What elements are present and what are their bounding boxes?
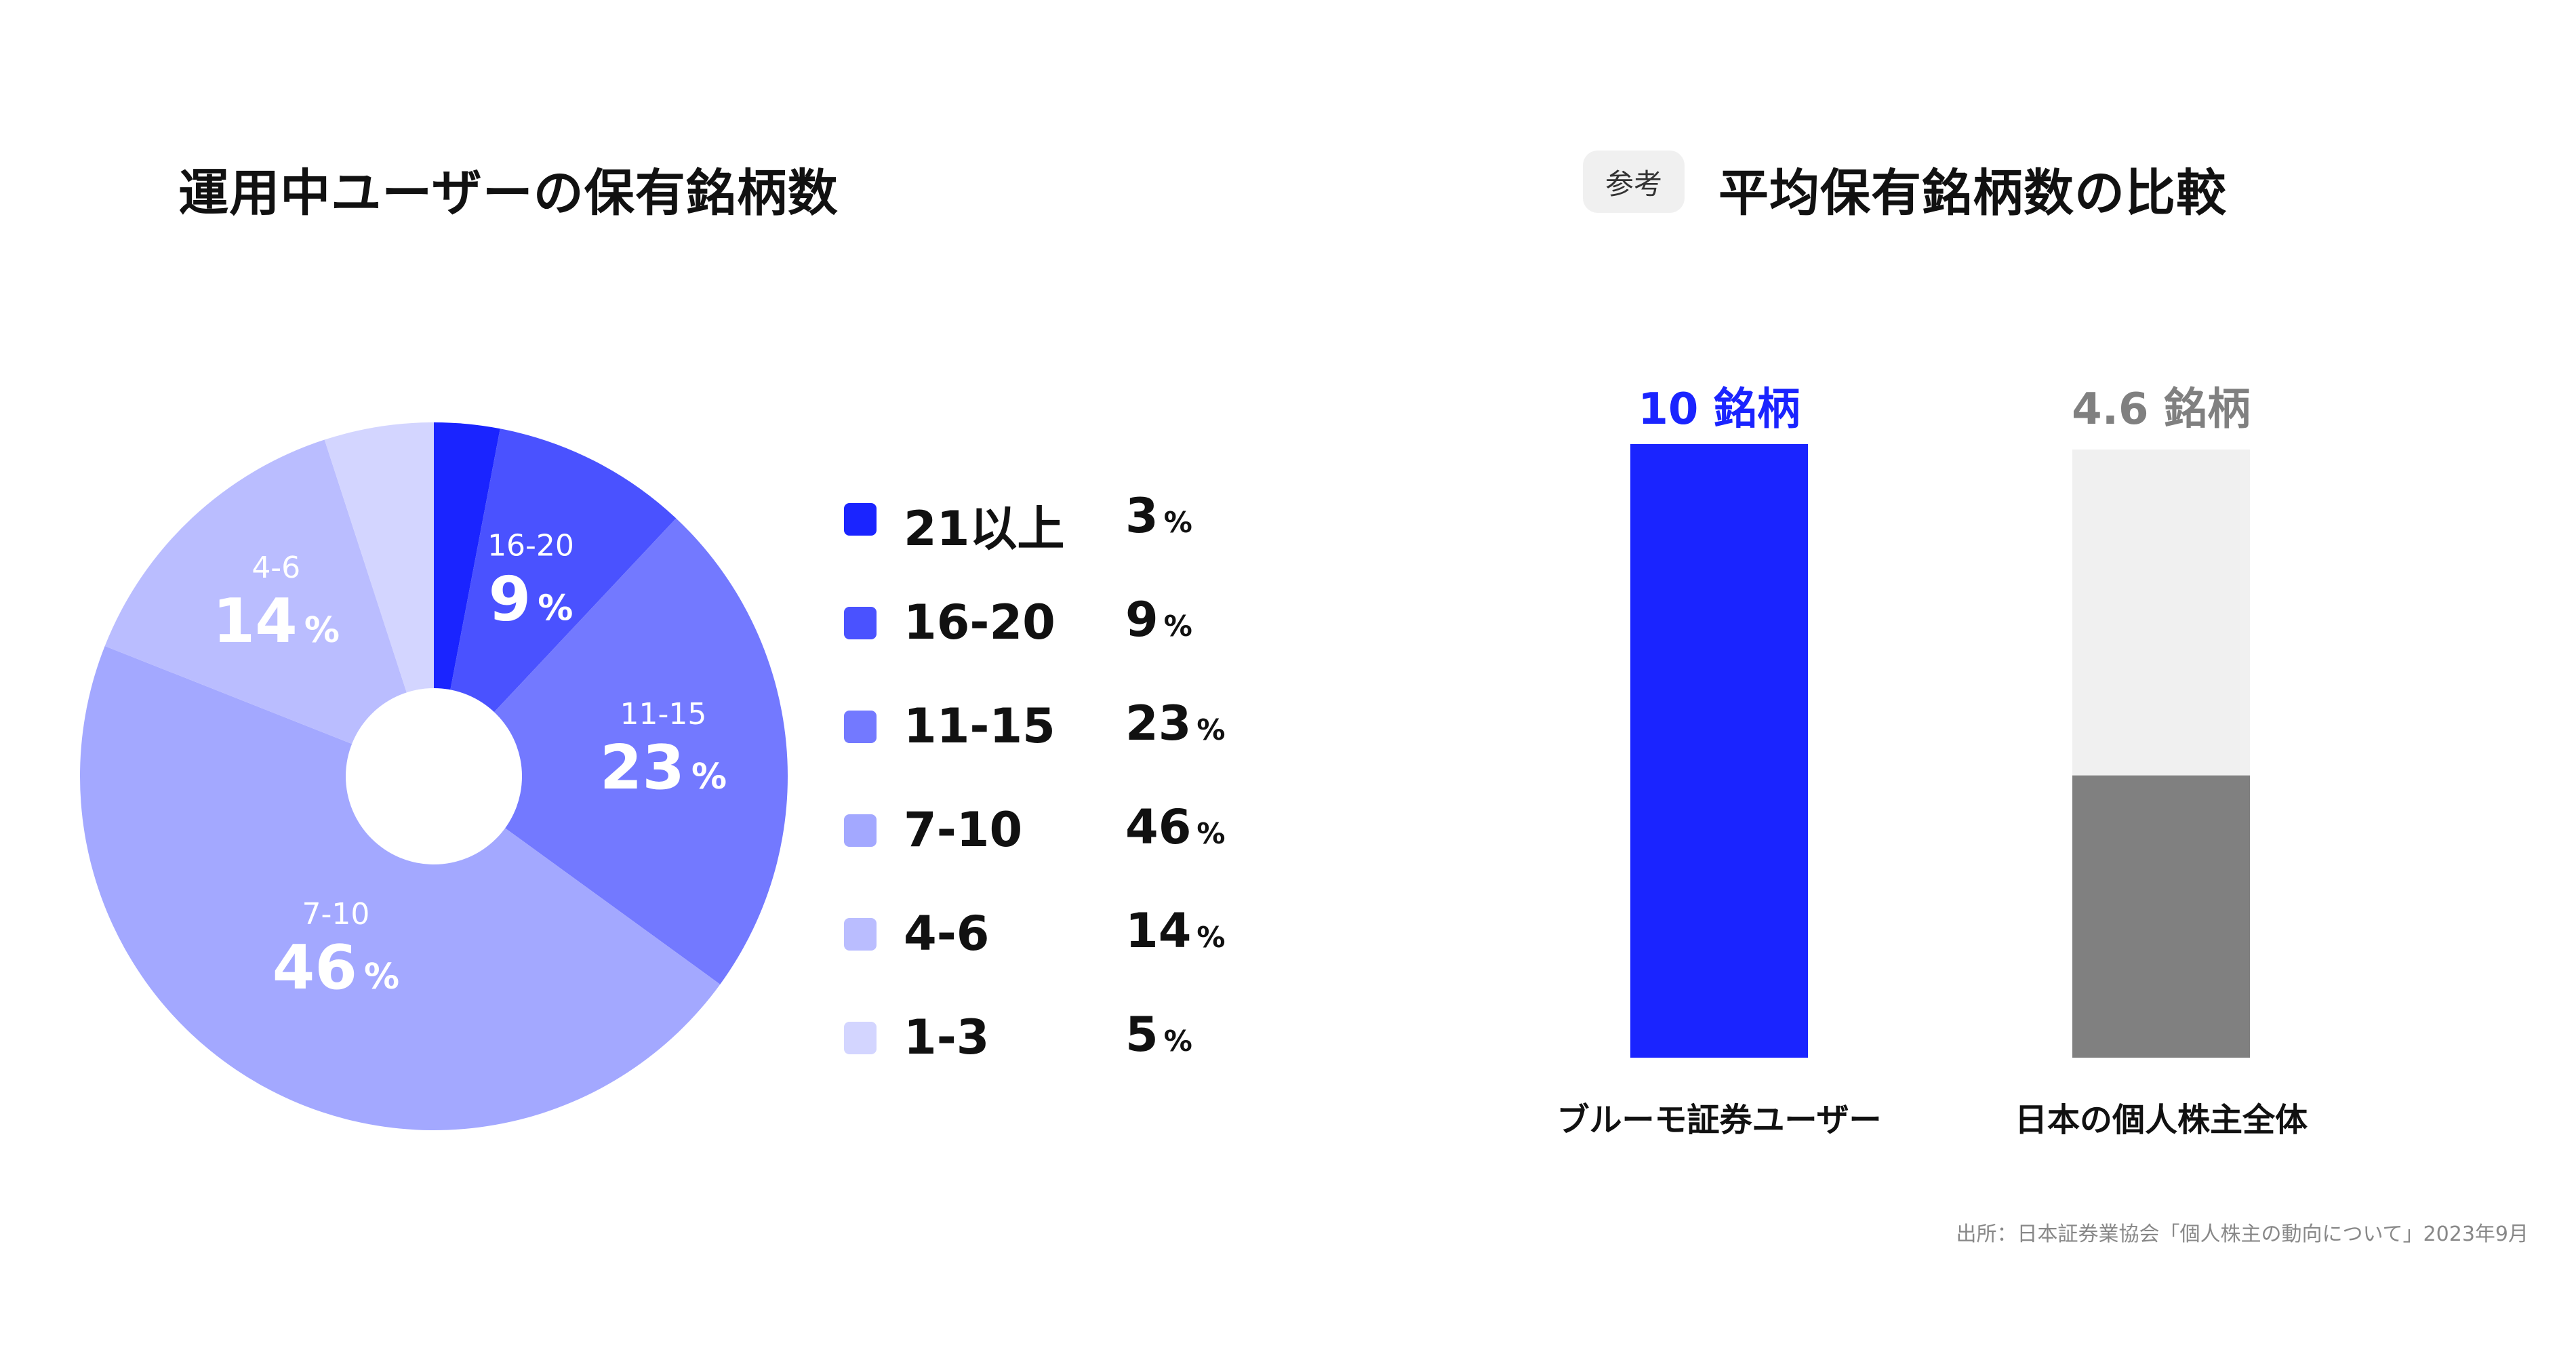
pie-slice-7-10 [80,645,721,1130]
pie-slice-category-label: 11-15 [620,697,707,732]
legend-item: 4-6 14% [844,898,1305,965]
legend-swatch [844,503,877,536]
bar-chart-title: 平均保有銘柄数の比較 [1718,164,2227,222]
legend-value: 14% [1125,903,1226,959]
pie-slice-value-label: 9% [489,563,573,635]
legend-label: 4-6 [904,906,990,961]
bar-ブルーモ証券ユーザー [1630,444,1808,1058]
bar-日本の個人株主全体 [2072,775,2250,1058]
pie-slice-16-20 [434,428,677,776]
legend-label: 16-20 [904,595,1055,650]
bar-category-label: 日本の個人株主全体 [2014,1101,2308,1139]
legend-label: 1-3 [904,1010,990,1065]
legend-swatch [844,1022,877,1054]
pie-slice-category-label: 16-20 [487,528,574,563]
bar-value-label: 4.6 銘柄 [2072,384,2251,435]
legend-value: 46% [1125,799,1226,855]
pie-slice-4-6 [104,439,434,776]
legend-label: 21以上 [904,501,1065,557]
legend-item: 21以上 3% [844,483,1305,557]
pie-slice-1-3 [324,422,434,776]
legend-value: 23% [1125,696,1226,751]
legend-item: 11-15 23% [844,690,1305,758]
legend-swatch [844,607,877,639]
legend-value: 3% [1125,488,1192,544]
reference-badge: 参考 [1583,151,1685,213]
legend-swatch [844,814,877,847]
legend-value: 5% [1125,1007,1192,1062]
legend-label: 7-10 [904,802,1023,858]
donut-hole [346,688,522,864]
pie-slice-category-label: 7-10 [302,897,370,932]
bar-value-label: 10 銘柄 [1638,384,1800,435]
pie-slice-21以上 [434,422,500,776]
bar-category-label: ブルーモ証券ユーザー [1556,1101,1882,1139]
pie-slice-category-label: 4-6 [251,551,300,585]
legend-value: 9% [1125,592,1192,647]
legend-item: 7-10 46% [844,794,1305,862]
source-note: 出所：日本証券業協会「個人株主の動向について」2023年9月 [1956,1222,2529,1246]
legend-swatch [844,711,877,743]
legend-item: 16-20 9% [844,586,1305,654]
legend-swatch [844,918,877,951]
pie-chart-title: 運用中ユーザーの保有銘柄数 [178,164,839,222]
legend-item: 1-3 5% [844,1001,1305,1069]
pie-slice-11-15 [434,518,788,984]
legend-label: 11-15 [904,698,1055,754]
